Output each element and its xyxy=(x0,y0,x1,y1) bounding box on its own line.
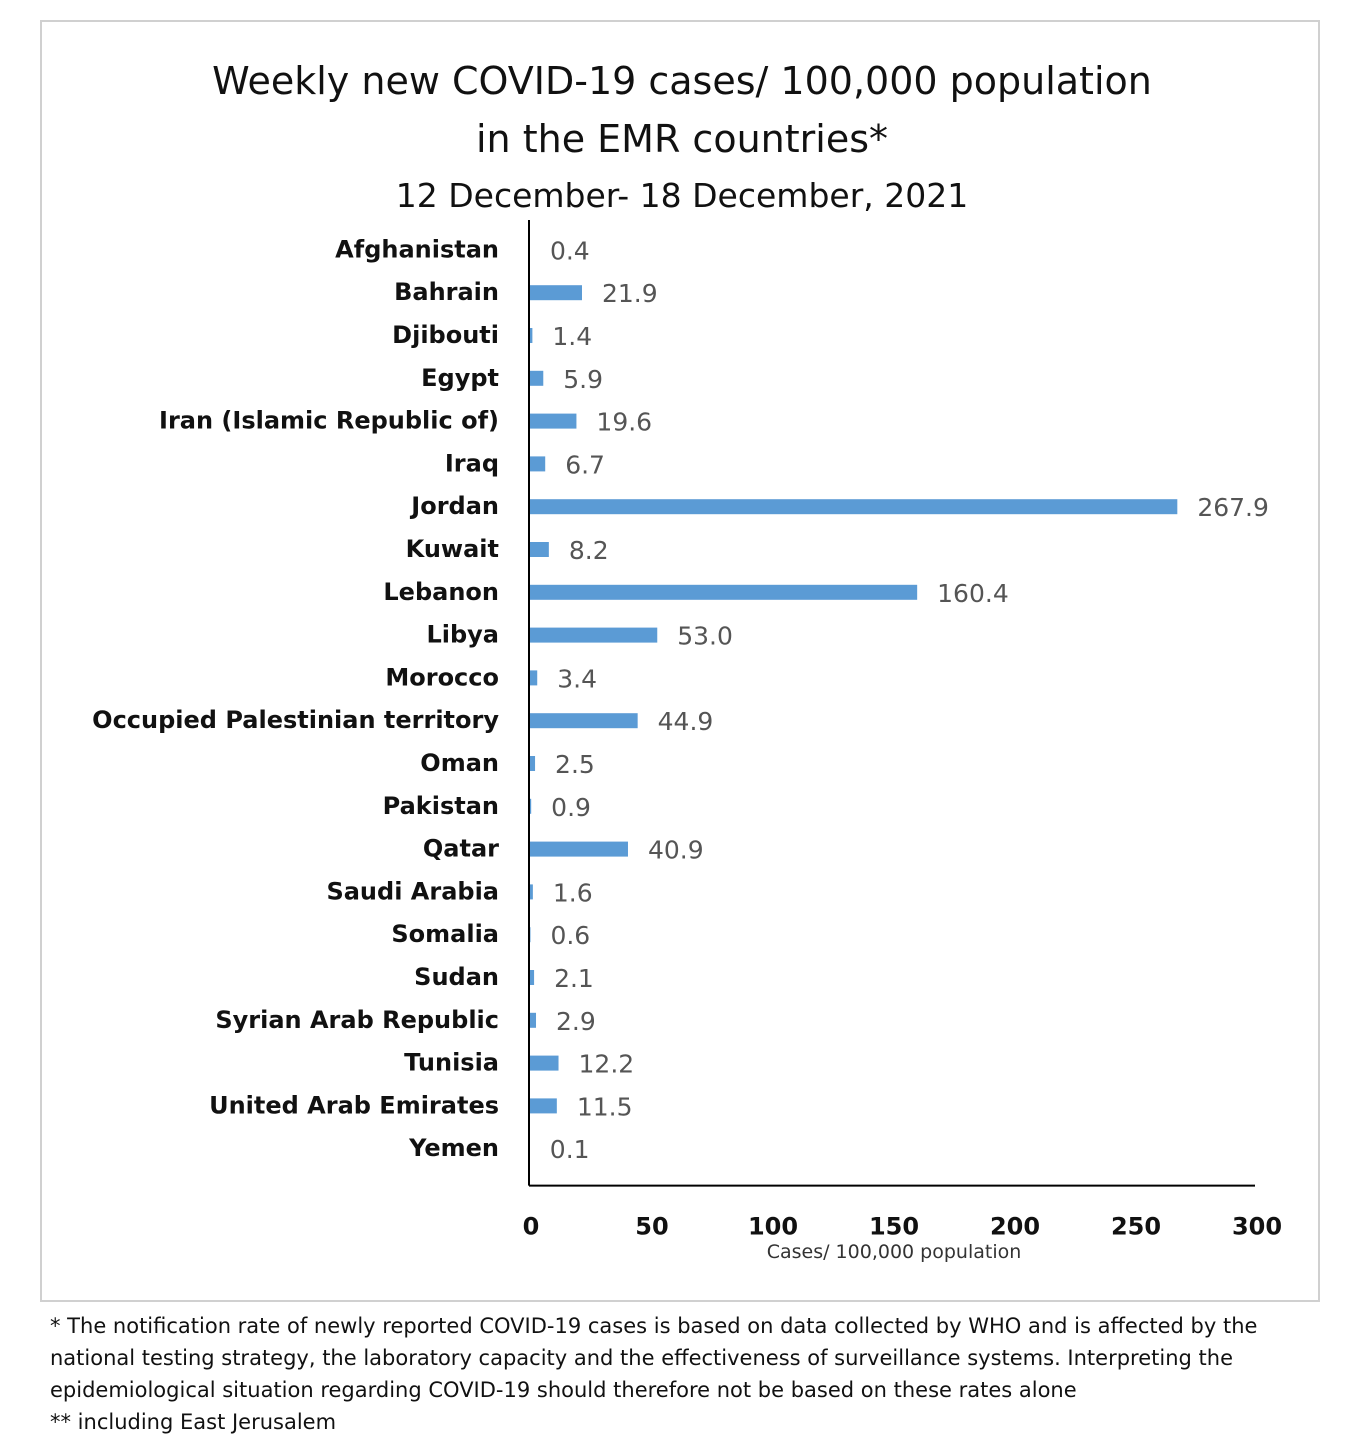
chart-frame: Weekly new COVID-19 cases/ 100,000 popul… xyxy=(40,20,1320,1302)
data-label: 44.9 xyxy=(658,707,714,736)
data-label: 21.9 xyxy=(602,279,658,308)
bar xyxy=(529,798,532,814)
category-label: Saudi Arabia xyxy=(326,877,499,905)
bar xyxy=(529,584,918,600)
category-label: Egypt xyxy=(421,364,499,392)
bar xyxy=(529,1098,557,1114)
footnotes: * The notification rate of newly reporte… xyxy=(50,1310,1340,1438)
data-label: 53.0 xyxy=(677,622,733,651)
bar xyxy=(529,542,549,557)
bar xyxy=(529,456,546,472)
category-label: Sudan xyxy=(414,963,499,991)
bar xyxy=(529,1055,559,1071)
category-label: Pakistan xyxy=(383,792,499,820)
category-label: Somalia xyxy=(391,920,499,948)
x-axis-label: Cases/ 100,000 population xyxy=(767,1241,1022,1263)
category-label: Lebanon xyxy=(383,578,499,606)
bar xyxy=(529,884,533,900)
category-label: Libya xyxy=(426,621,499,649)
footnote-line: epidemiological situation regarding COVI… xyxy=(50,1378,1077,1402)
data-label: 40.9 xyxy=(648,836,704,865)
bar xyxy=(529,413,577,429)
data-label: 2.5 xyxy=(555,750,595,779)
x-tick-label: 0 xyxy=(523,1213,540,1241)
footnote-line: national testing strategy, the laborator… xyxy=(50,1346,1233,1370)
category-label: Qatar xyxy=(423,835,499,863)
data-label: 8.2 xyxy=(569,536,609,565)
plot-area: Afghanistan 0.4 Bahrain 21.9 Djibouti 1.4 Egyp… xyxy=(92,220,1282,1241)
category-label: Yemen xyxy=(408,1134,499,1162)
data-label: 5.9 xyxy=(563,365,603,394)
category-label: Jordan xyxy=(409,492,499,520)
footnote-line: ** including East Jerusalem xyxy=(50,1410,337,1434)
category-label: Tunisia xyxy=(404,1049,499,1077)
data-label: 0.9 xyxy=(551,793,591,822)
bar-chart: Weekly new COVID-19 cases/ 100,000 popul… xyxy=(92,59,1282,1263)
category-label: Djibouti xyxy=(392,321,499,349)
data-label: 160.4 xyxy=(937,579,1009,608)
bar xyxy=(529,841,628,857)
category-label: Oman xyxy=(420,749,499,777)
data-label: 6.7 xyxy=(565,450,605,479)
x-tick-label: 150 xyxy=(869,1213,919,1241)
data-label: 0.4 xyxy=(550,236,590,265)
category-label: Bahrain xyxy=(394,278,499,306)
data-label: 267.9 xyxy=(1197,493,1269,522)
footnote-line: * The notification rate of newly reporte… xyxy=(50,1314,1258,1338)
data-label: 0.1 xyxy=(550,1135,590,1164)
category-label: Afghanistan xyxy=(335,235,499,263)
category-label: Iran (Islamic Republic of) xyxy=(159,407,499,435)
data-label: 1.6 xyxy=(553,878,593,907)
category-label: United Arab Emirates xyxy=(209,1091,499,1119)
x-tick-label: 200 xyxy=(990,1213,1040,1241)
x-tick-label: 50 xyxy=(635,1213,668,1241)
category-label: Iraq xyxy=(445,449,499,477)
bar xyxy=(529,328,533,343)
data-label: 1.4 xyxy=(552,322,592,351)
data-label: 0.6 xyxy=(550,921,590,950)
category-label: Morocco xyxy=(385,663,499,691)
data-label: 19.6 xyxy=(596,408,652,437)
category-label: Kuwait xyxy=(406,535,499,563)
bar xyxy=(529,285,582,301)
bar xyxy=(529,370,544,386)
chart-title-line2: in the EMR countries* xyxy=(476,117,888,161)
bar xyxy=(529,627,658,643)
category-label: Syrian Arab Republic xyxy=(215,1006,499,1034)
bar xyxy=(529,1012,537,1028)
data-label: 2.9 xyxy=(556,1007,596,1036)
data-label: 11.5 xyxy=(577,1092,633,1121)
category-label: Occupied Palestinian territory xyxy=(92,706,499,734)
bar xyxy=(529,670,538,686)
x-tick-label: 100 xyxy=(748,1213,798,1241)
data-label: 3.4 xyxy=(557,664,597,693)
bar xyxy=(529,970,535,985)
chart-title: Weekly new COVID-19 cases/ 100,000 popul… xyxy=(212,59,1152,103)
x-tick-label: 300 xyxy=(1232,1213,1282,1241)
chart-subtitle: 12 December- 18 December, 2021 xyxy=(396,176,968,215)
bar xyxy=(529,756,536,771)
data-label: 12.2 xyxy=(579,1050,635,1079)
x-tick-label: 250 xyxy=(1111,1213,1161,1241)
bar xyxy=(529,713,638,729)
bar xyxy=(529,499,1178,515)
data-label: 2.1 xyxy=(554,964,594,993)
